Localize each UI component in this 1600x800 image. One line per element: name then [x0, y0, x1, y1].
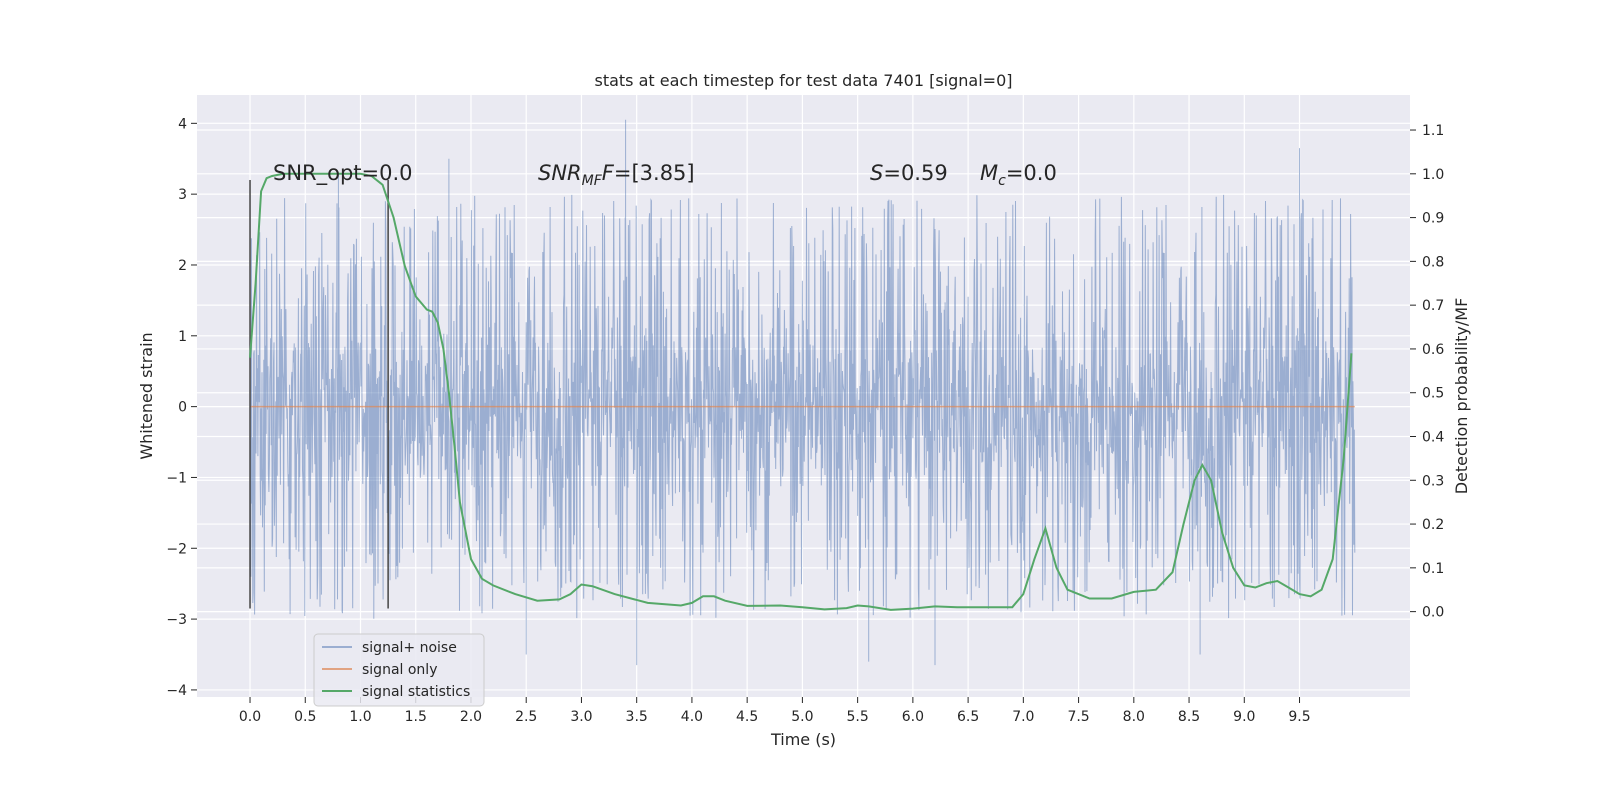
legend-label-signal-noise: signal+ noise: [362, 640, 457, 656]
y-tick-label-6: 2: [178, 258, 187, 274]
annotation-snr-mf-symbol: SNR: [538, 161, 582, 185]
vertical-markers: [249, 179, 389, 609]
x-tick-label-11: 5.5: [846, 709, 868, 725]
y2-axis-ticks: 0.0 0.1 0.2 0.3 0.4 0.5 0.6 0.7 0.8 0.9 1.0 1.1: [1410, 123, 1444, 621]
y2-tick-label-10: 1.0: [1422, 167, 1444, 183]
y-axis-label: Whitened strain: [137, 332, 156, 459]
y-axis-ticks: −4 −3 −2 −1 0 1 2 3 4: [166, 116, 197, 699]
y-tick-label-4: 0: [178, 400, 187, 416]
x-tick-label-14: 7.0: [1012, 709, 1034, 725]
y-tick-label-7: 3: [178, 187, 187, 203]
y2-tick-label-9: 0.9: [1422, 211, 1444, 227]
x-axis-label: Time (s): [770, 730, 836, 749]
annotation-mc-symbol: M: [980, 161, 998, 185]
x-tick-label-15: 7.5: [1067, 709, 1089, 725]
series-area: [249, 119, 1356, 666]
x-tick-label-2: 1.0: [349, 709, 371, 725]
annotation-s: S=0.59: [870, 161, 948, 185]
x-tick-label-0: 0.0: [239, 709, 261, 725]
x-tick-label-18: 9.0: [1233, 709, 1255, 725]
y2-tick-label-8: 0.8: [1422, 254, 1444, 270]
annotation-snr-mf-f: F: [602, 161, 615, 185]
legend: signal+ noise signal only signal statist…: [313, 633, 485, 707]
x-axis-ticks: 0.0 0.5 1.0 1.5 2.0 2.5 3.0 3.5 4.0 4.5 5.0 5.5 6.0 6…: [239, 697, 1311, 725]
legend-label-signal-statistics: signal statistics: [362, 684, 470, 700]
series-signal-noise: [249, 119, 1356, 666]
x-tick-label-7: 3.5: [626, 709, 648, 725]
annotation-snr-opt: SNR_opt=0.0: [273, 161, 413, 186]
x-tick-label-5: 2.5: [515, 709, 537, 725]
x-tick-label-1: 0.5: [294, 709, 316, 725]
y2-tick-label-1: 0.1: [1422, 561, 1444, 577]
y-tick-label-1: −3: [166, 612, 187, 628]
x-tick-label-19: 9.5: [1288, 709, 1310, 725]
x-tick-label-16: 8.0: [1123, 709, 1145, 725]
legend-label-signal-only: signal only: [362, 662, 437, 678]
series-signal-statistics: [249, 172, 1353, 611]
x-tick-label-9: 4.5: [736, 709, 758, 725]
y2-tick-label-11: 1.1: [1422, 123, 1444, 139]
y2-tick-label-2: 0.2: [1422, 517, 1444, 533]
annotation-snr-mf-subscript: MF: [582, 173, 603, 189]
y2-tick-label-6: 0.6: [1422, 342, 1444, 358]
x-tick-label-6: 3.0: [570, 709, 592, 725]
y-tick-label-3: −1: [166, 470, 187, 486]
y-tick-label-5: 1: [178, 329, 187, 345]
y2-tick-label-3: 0.3: [1422, 473, 1444, 489]
y2-tick-label-5: 0.5: [1422, 386, 1444, 402]
annotation-s-value: =0.59: [883, 161, 947, 185]
x-tick-label-13: 6.5: [957, 709, 979, 725]
x-tick-label-8: 4.0: [681, 709, 703, 725]
x-tick-label-12: 6.0: [902, 709, 924, 725]
y2-tick-label-0: 0.0: [1422, 605, 1444, 621]
y2-tick-label-7: 0.7: [1422, 298, 1444, 314]
y2-axis-label: Detection probability/MF: [1452, 298, 1471, 495]
annotation-snr-mf-value: =[3.85]: [614, 161, 695, 185]
annotation-snr-mf: SNRMFF=[3.85]: [538, 161, 695, 189]
annotation-mc-value: =0.0: [1006, 161, 1057, 185]
y-tick-label-8: 4: [178, 116, 187, 132]
y-tick-label-2: −2: [166, 541, 187, 557]
legend-box: [313, 633, 485, 707]
y2-tick-label-4: 0.4: [1422, 429, 1444, 445]
x-tick-label-17: 8.5: [1178, 709, 1200, 725]
annotation-mc: Mc=0.0: [980, 161, 1057, 189]
annotation-mc-subscript: c: [998, 173, 1006, 189]
y-tick-label-0: −4: [166, 683, 187, 699]
annotation-s-symbol: S: [870, 161, 883, 185]
x-tick-label-10: 5.0: [791, 709, 813, 725]
x-tick-label-4: 2.0: [460, 709, 482, 725]
chart-title: stats at each timestep for test data 740…: [594, 71, 1012, 90]
x-tick-label-3: 1.5: [405, 709, 427, 725]
